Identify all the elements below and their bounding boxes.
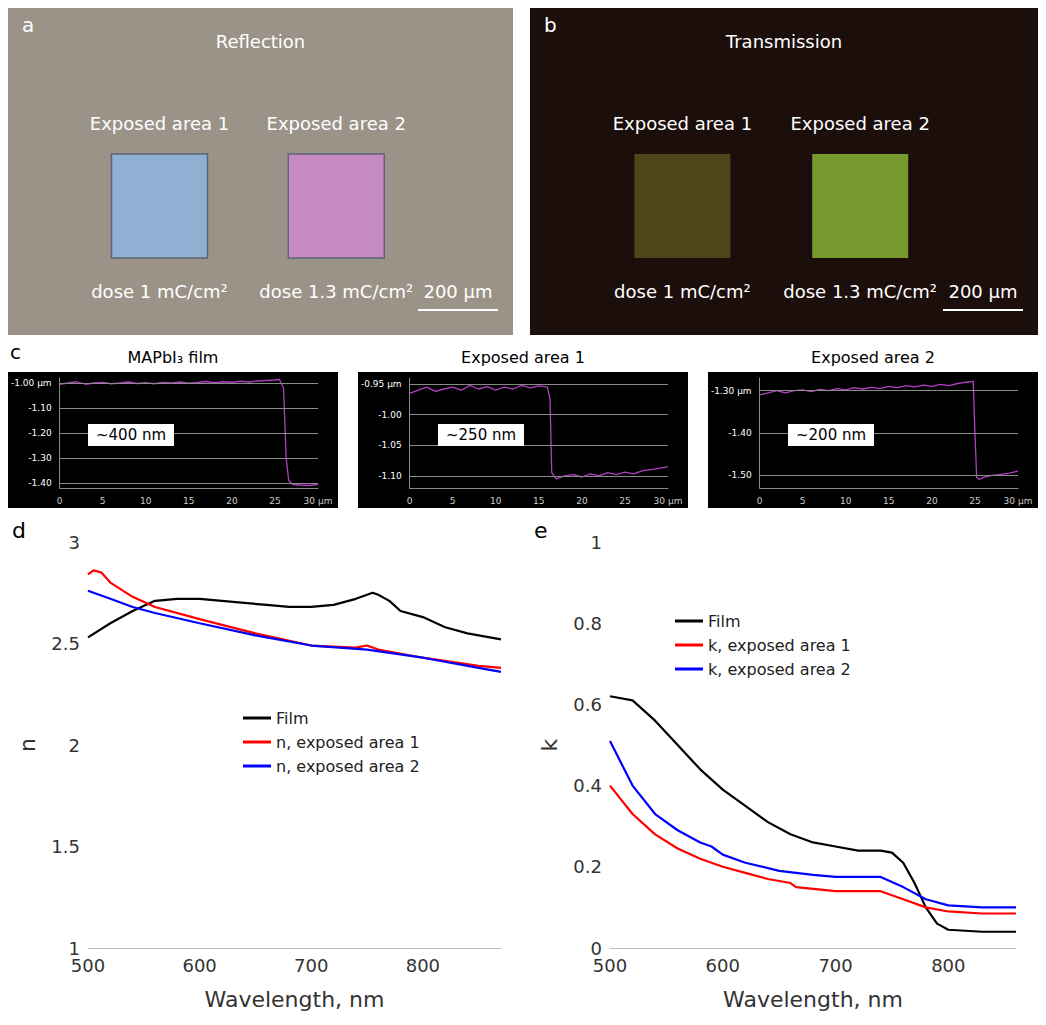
svg-text:700: 700 xyxy=(294,955,328,976)
svg-text:10: 10 xyxy=(140,496,152,506)
svg-text:-1.20: -1.20 xyxy=(28,428,52,438)
svg-text:5: 5 xyxy=(450,496,456,506)
svg-text:-1.00: -1.00 xyxy=(378,410,402,420)
svg-text:800: 800 xyxy=(931,955,965,976)
svg-text:10: 10 xyxy=(840,496,852,506)
svg-text:30 μm: 30 μm xyxy=(304,496,333,506)
svg-text:Exposed area 1: Exposed area 1 xyxy=(90,113,229,134)
svg-text:-0.95 μm: -0.95 μm xyxy=(361,379,402,389)
svg-text:0: 0 xyxy=(57,496,63,506)
svg-text:0.8: 0.8 xyxy=(573,613,602,634)
svg-text:600: 600 xyxy=(706,955,740,976)
svg-text:Reflection: Reflection xyxy=(216,31,306,52)
svg-text:15: 15 xyxy=(883,496,894,506)
svg-text:a: a xyxy=(22,13,34,37)
svg-text:-1.05: -1.05 xyxy=(378,440,401,450)
svg-text:dose 1.3 mC/cm²: dose 1.3 mC/cm² xyxy=(259,281,413,302)
svg-text:2.5: 2.5 xyxy=(51,633,80,654)
svg-text:600: 600 xyxy=(182,955,216,976)
svg-text:5: 5 xyxy=(100,496,106,506)
svg-text:-1.00 μm: -1.00 μm xyxy=(11,378,52,388)
svg-text:15: 15 xyxy=(183,496,194,506)
svg-text:20: 20 xyxy=(926,496,938,506)
svg-text:0: 0 xyxy=(757,496,763,506)
svg-text:k, exposed area 1: k, exposed area 1 xyxy=(708,636,851,655)
svg-text:25: 25 xyxy=(619,496,630,506)
svg-text:800: 800 xyxy=(406,955,440,976)
svg-text:0.4: 0.4 xyxy=(573,775,602,796)
svg-text:Exposed area 2: Exposed area 2 xyxy=(791,113,930,134)
svg-text:n, exposed area 2: n, exposed area 2 xyxy=(276,757,420,776)
svg-text:dose 1.3 mC/cm²: dose 1.3 mC/cm² xyxy=(783,281,937,302)
html-text:~400 nm: ~400 nm xyxy=(96,426,167,444)
svg-text:-1.40: -1.40 xyxy=(728,428,752,438)
html-text:MAPbI₃ film: MAPbI₃ film xyxy=(127,348,219,367)
svg-text:-1.40: -1.40 xyxy=(28,478,52,488)
svg-text:15: 15 xyxy=(533,496,544,506)
svg-text:Film: Film xyxy=(276,709,309,728)
svg-text:25: 25 xyxy=(269,496,280,506)
svg-text:n: n xyxy=(15,738,40,752)
svg-text:5: 5 xyxy=(800,496,806,506)
svg-text:0.2: 0.2 xyxy=(573,856,602,877)
svg-text:Film: Film xyxy=(708,612,741,631)
svg-text:-1.30: -1.30 xyxy=(28,453,52,463)
svg-text:dose 1 mC/cm²: dose 1 mC/cm² xyxy=(614,281,751,302)
svg-text:2: 2 xyxy=(69,735,80,756)
svg-text:Wavelength, nm: Wavelength, nm xyxy=(205,987,385,1012)
svg-text:0: 0 xyxy=(590,937,602,959)
svg-text:Wavelength, nm: Wavelength, nm xyxy=(723,987,903,1012)
svg-text:n, exposed area 1: n, exposed area 1 xyxy=(276,733,420,752)
svg-text:dose 1 mC/cm²: dose 1 mC/cm² xyxy=(91,281,228,302)
svg-text:-1.30 μm: -1.30 μm xyxy=(711,386,752,396)
svg-text:-1.50: -1.50 xyxy=(728,470,752,480)
html-text:d: d xyxy=(12,518,26,543)
svg-text:Exposed area 2: Exposed area 2 xyxy=(267,113,406,134)
svg-text:-1.10: -1.10 xyxy=(378,471,402,481)
svg-text:200 μm: 200 μm xyxy=(423,281,492,302)
svg-text:500: 500 xyxy=(71,955,105,976)
svg-text:3: 3 xyxy=(69,532,80,553)
svg-text:25: 25 xyxy=(969,496,980,506)
svg-text:Transmission: Transmission xyxy=(725,31,842,52)
html-text:~200 nm: ~200 nm xyxy=(796,426,867,444)
html-text:Exposed area 2: Exposed area 2 xyxy=(811,348,935,367)
svg-text:1.5: 1.5 xyxy=(51,836,80,857)
svg-text:0: 0 xyxy=(407,496,413,506)
svg-text:20: 20 xyxy=(226,496,238,506)
svg-text:b: b xyxy=(544,13,557,37)
svg-text:30 μm: 30 μm xyxy=(1004,496,1033,506)
svg-text:200 μm: 200 μm xyxy=(948,281,1017,302)
svg-text:k: k xyxy=(537,738,562,751)
svg-text:30 μm: 30 μm xyxy=(654,496,683,506)
html-text:c: c xyxy=(10,340,21,364)
svg-text:1: 1 xyxy=(68,937,80,959)
svg-text:Exposed area 1: Exposed area 1 xyxy=(613,113,752,134)
svg-text:-1.10: -1.10 xyxy=(28,403,52,413)
html-text:Exposed area 1: Exposed area 1 xyxy=(461,348,585,367)
svg-text:700: 700 xyxy=(818,955,852,976)
html-text:e: e xyxy=(534,518,548,543)
svg-text:10: 10 xyxy=(490,496,502,506)
html-text:~250 nm: ~250 nm xyxy=(446,426,517,444)
svg-text:1: 1 xyxy=(591,532,602,553)
svg-text:20: 20 xyxy=(576,496,588,506)
svg-text:k, exposed area 2: k, exposed area 2 xyxy=(708,660,851,679)
svg-text:0.6: 0.6 xyxy=(573,694,602,715)
svg-text:500: 500 xyxy=(593,955,627,976)
